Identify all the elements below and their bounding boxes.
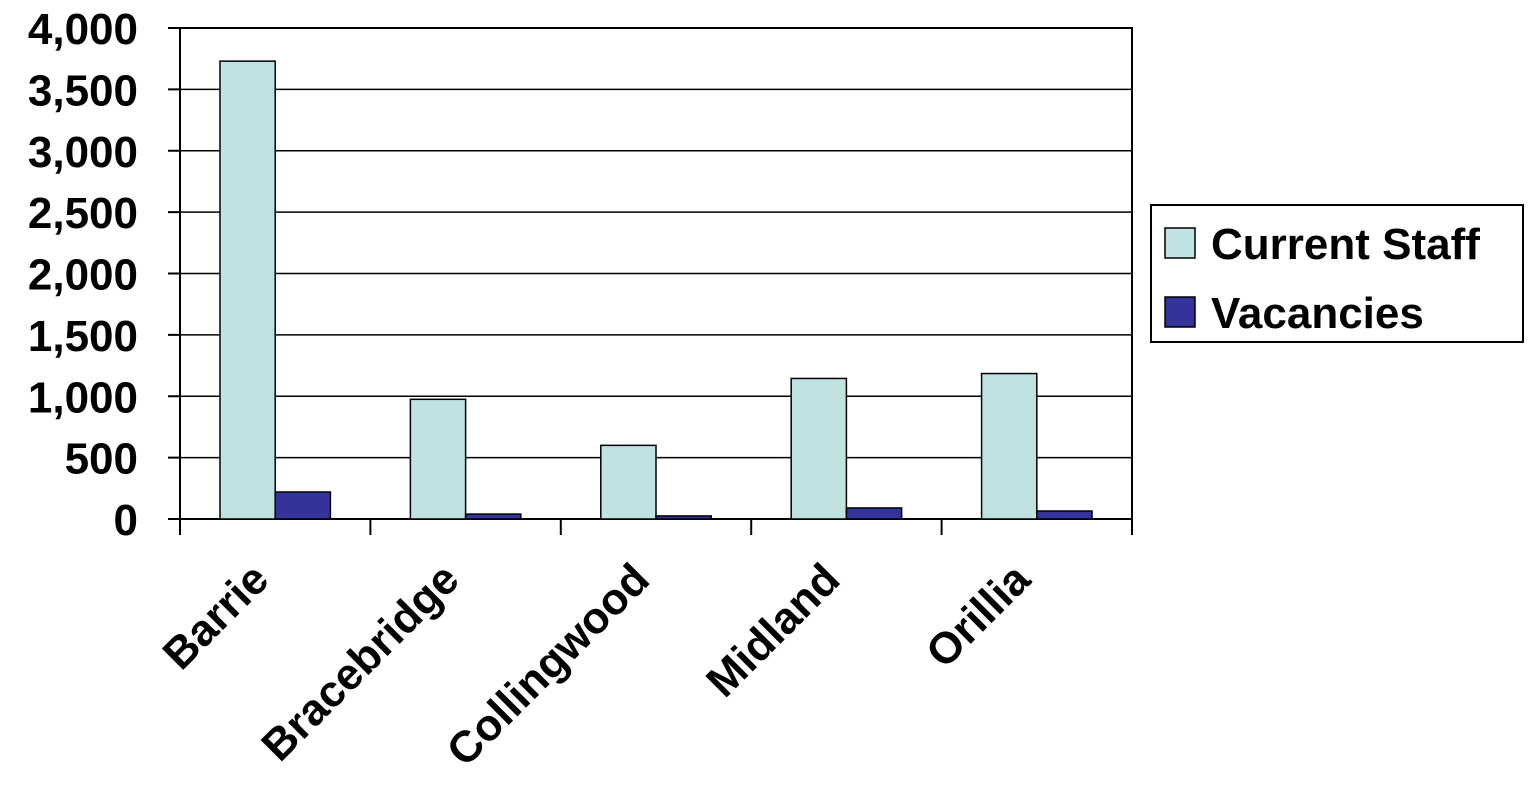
legend: Current Staff Vacancies — [1150, 204, 1524, 343]
y-tick-label: 1,500 — [28, 312, 138, 361]
x-category-label: Orillia — [917, 554, 1040, 677]
y-tick-label: 2,000 — [28, 251, 138, 300]
y-tick-label: 1,000 — [28, 373, 138, 422]
x-category-label: Barrie — [153, 554, 278, 679]
y-tick-label: 500 — [65, 435, 138, 484]
legend-label-vacancies: Vacancies — [1211, 289, 1424, 338]
legend-box — [1150, 204, 1524, 343]
bar-vacancies-bracebridge — [464, 513, 522, 520]
bar-current-staff-orillia — [980, 372, 1038, 520]
gridlines — [180, 88, 1132, 459]
x-category-label: Collingwood — [438, 554, 659, 775]
axes — [168, 27, 1133, 535]
y-tick-label: 2,500 — [28, 189, 138, 238]
y-tick-label: 4,000 — [28, 5, 138, 54]
y-tick-labels: 0 500 1,000 1,500 2,000 2,500 3,000 3,500 4,000 — [28, 5, 138, 545]
bar-current-staff-collingwood — [600, 444, 657, 520]
bar-vacancies-midland — [845, 507, 903, 520]
bar-current-staff-barrie — [219, 60, 276, 520]
bar-current-staff-midland — [790, 377, 848, 520]
bar-vacancies-barrie — [274, 491, 332, 520]
legend-label-current-staff: Current Staff — [1211, 220, 1480, 269]
y-tick-label: 3,000 — [28, 128, 138, 177]
bar-vacancies-collingwood — [655, 515, 712, 520]
bar-current-staff-bracebridge — [409, 398, 467, 520]
legend-swatch-vacancies — [1164, 296, 1196, 328]
x-category-label: Midland — [697, 554, 849, 706]
y-tick-label: 0 — [114, 496, 138, 545]
y-tick-label: 3,500 — [28, 66, 138, 115]
legend-swatch-current-staff — [1164, 227, 1196, 259]
bars — [219, 60, 1093, 520]
x-category-label: Bracebridge — [252, 554, 468, 770]
bar-vacancies-orillia — [1036, 510, 1093, 520]
